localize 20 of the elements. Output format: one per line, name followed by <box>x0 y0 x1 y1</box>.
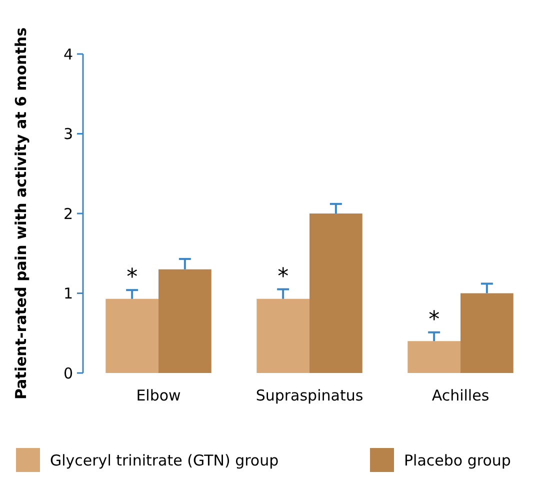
annotation: * <box>428 307 440 332</box>
x-tick-label: Elbow <box>136 386 181 404</box>
y-tick-label: 3 <box>63 125 73 143</box>
legend-label: Placebo group <box>404 451 511 470</box>
annotation: * <box>278 264 289 290</box>
bar <box>158 269 212 373</box>
y-axis-title: Patient-rated pain with activity at 6 months <box>12 27 30 400</box>
legend-label: Glyceryl trinitrate (GTN) group <box>50 451 279 470</box>
annotation: * <box>126 265 138 290</box>
x-tick-label: Achilles <box>432 386 490 404</box>
x-tick-label: Supraspinatus <box>256 386 364 404</box>
y-tick-label: 4 <box>63 45 73 64</box>
y-tick-label: 0 <box>63 364 73 382</box>
y-tick-label: 2 <box>63 204 73 223</box>
bar <box>460 293 514 373</box>
y-tick-label: 1 <box>63 284 73 302</box>
bar <box>256 298 310 373</box>
bar <box>106 298 158 373</box>
bar <box>408 341 460 373</box>
bar <box>310 214 362 373</box>
